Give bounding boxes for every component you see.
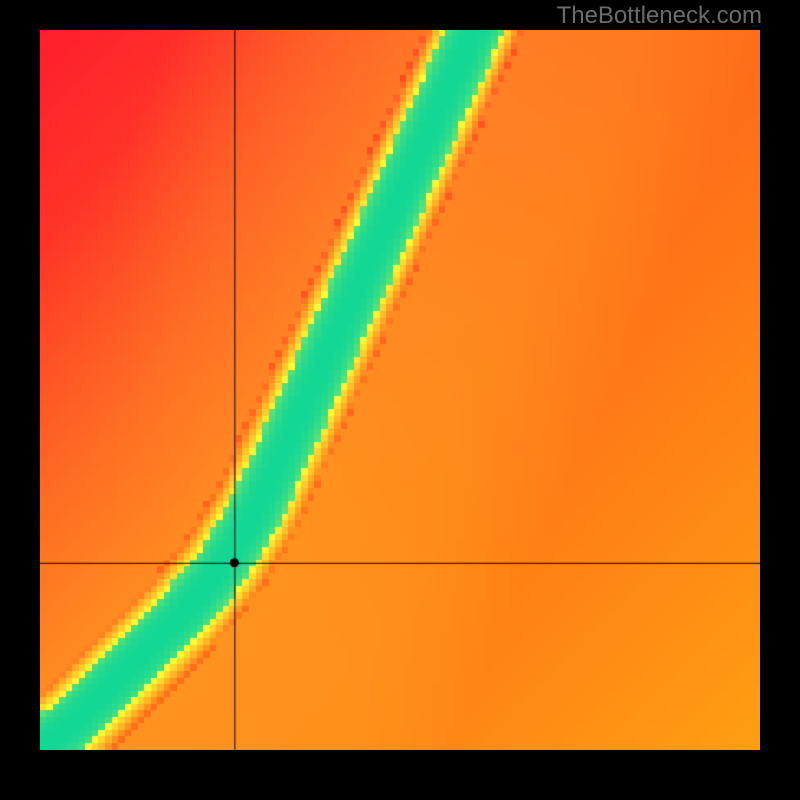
heatmap-canvas	[40, 30, 760, 750]
watermark-text: TheBottleneck.com	[557, 2, 762, 30]
chart-container: TheBottleneck.com	[0, 0, 800, 800]
